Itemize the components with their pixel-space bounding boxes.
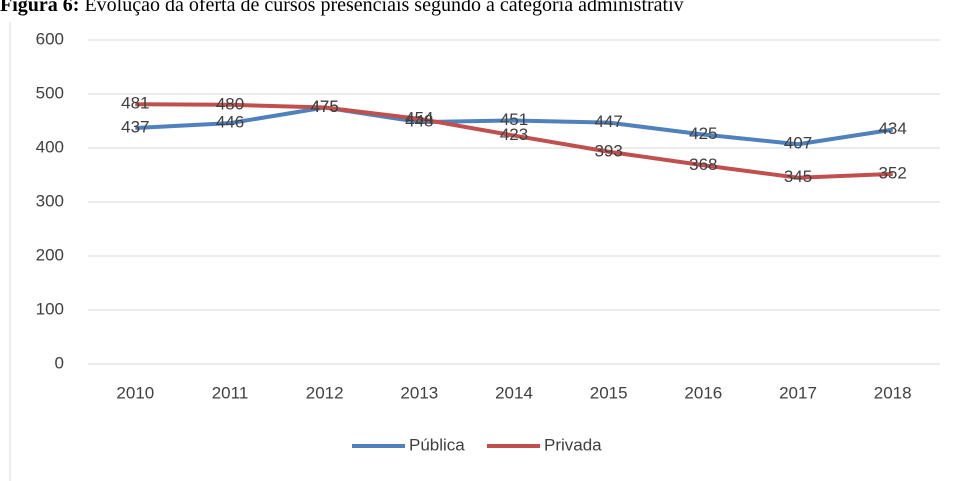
x-tick-label: 2016 <box>684 383 722 402</box>
data-label: 407 <box>784 134 812 153</box>
chart-title: Figura 6: Evolução da oferta de cursos p… <box>0 0 684 16</box>
data-label: 480 <box>216 94 244 113</box>
title-text: Evolução da oferta de cursos presenciais… <box>84 0 683 16</box>
x-tick-label: 2018 <box>874 383 912 402</box>
series-line <box>135 102 893 180</box>
y-tick-label: 200 <box>36 245 64 264</box>
data-label: 475 <box>310 97 338 116</box>
y-tick-label: 300 <box>36 191 64 210</box>
data-label: 345 <box>784 167 812 186</box>
legend-label: Privada <box>544 435 602 454</box>
x-tick-label: 2014 <box>495 383 533 402</box>
y-tick-label: 100 <box>36 299 64 318</box>
data-label: 437 <box>121 118 149 137</box>
y-tick-label: 600 <box>36 29 64 48</box>
data-label: 451 <box>500 110 528 129</box>
y-tick-label: 0 <box>55 353 64 372</box>
data-label: 448 <box>405 112 433 131</box>
series-line <box>135 105 893 147</box>
x-tick-label: 2012 <box>306 383 344 402</box>
data-label: 368 <box>689 155 717 174</box>
y-tick-label: 400 <box>36 137 64 156</box>
x-tick-label: 2011 <box>212 383 249 402</box>
data-label: 393 <box>594 141 622 160</box>
data-label: 447 <box>594 112 622 131</box>
data-label: 423 <box>500 125 528 144</box>
x-tick-label: 2010 <box>116 383 154 402</box>
x-tick-label: 2015 <box>590 383 628 402</box>
data-label: 446 <box>216 113 244 132</box>
figure-label: Figura 6: <box>0 0 79 16</box>
data-label: 454 <box>405 108 433 127</box>
data-label: 475 <box>310 97 338 116</box>
data-label: 481 <box>121 94 149 113</box>
legend-label: Pública <box>409 435 465 454</box>
data-label: 425 <box>689 124 717 143</box>
y-tick-label: 500 <box>36 83 64 102</box>
data-label: 352 <box>878 163 906 182</box>
data-label: 434 <box>878 119 906 138</box>
x-tick-label: 2013 <box>400 383 438 402</box>
x-tick-label: 2017 <box>779 383 817 402</box>
